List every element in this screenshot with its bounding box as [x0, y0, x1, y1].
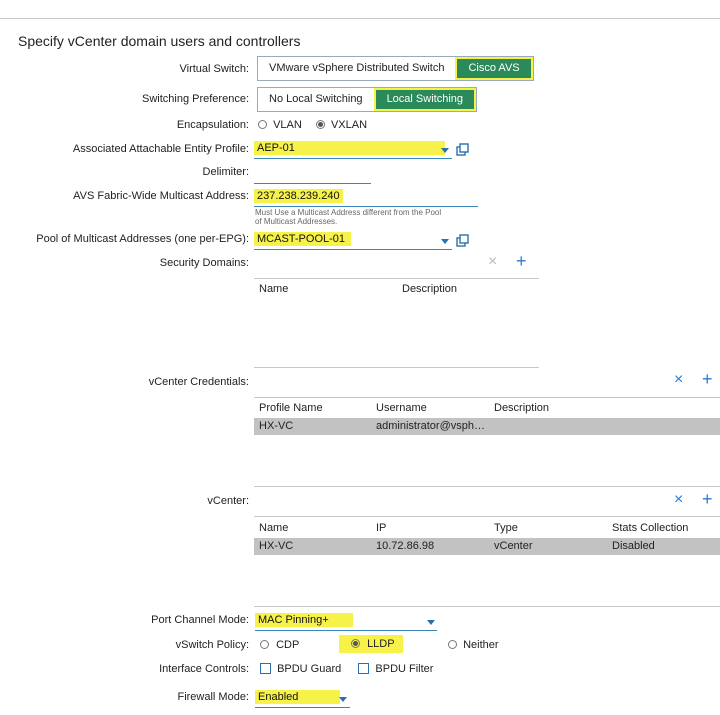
table-row[interactable]: HX-VC 10.72.86.98 vCenter Disabled [254, 538, 720, 555]
option-vmware-vds[interactable]: VMware vSphere Distributed Switch [258, 57, 456, 80]
cell-name: HX-VC [259, 540, 294, 552]
multicast-value: 237.238.239.240 [254, 189, 343, 203]
port-channel-select[interactable]: MAC Pinning+ [255, 610, 437, 631]
column-stats-collection[interactable]: Stats Collection [612, 522, 689, 534]
cell-type: vCenter [494, 540, 533, 552]
option-no-local-switching[interactable]: No Local Switching [258, 88, 374, 111]
column-name[interactable]: Name [259, 283, 289, 295]
bpdu-filter-label: BPDU Filter [375, 663, 434, 675]
aep-select[interactable]: AEP-01 [254, 138, 452, 159]
virtual-switch-label: Virtual Switch: [179, 63, 250, 75]
plus-icon[interactable]: + [702, 489, 713, 509]
column-type[interactable]: Type [494, 522, 518, 534]
port-channel-label: Port Channel Mode: [151, 614, 249, 626]
cell-stats: Disabled [612, 540, 655, 552]
delimiter-input[interactable] [254, 163, 371, 184]
close-icon[interactable]: × [674, 371, 684, 388]
chevron-down-icon [441, 239, 449, 244]
pool-label: Pool of Multicast Addresses (one per-EPG… [36, 233, 249, 245]
cell-ip: 10.72.86.98 [376, 540, 435, 552]
column-profile-name[interactable]: Profile Name [259, 402, 323, 414]
table-divider [254, 367, 539, 368]
multicast-input[interactable]: 237.238.239.240 [254, 186, 478, 207]
cell-username: administrator@vsph… [376, 420, 485, 432]
virtual-switch-toggle: VMware vSphere Distributed Switch Cisco … [257, 56, 534, 81]
plus-icon[interactable]: + [516, 251, 527, 271]
column-description[interactable]: Description [494, 402, 550, 414]
firewall-mode-value: Enabled [255, 690, 341, 704]
bpdu-guard-checkbox[interactable] [260, 663, 271, 674]
vswitch-policy-radios: CDP LLDP Neither [260, 635, 720, 653]
cdp-radio[interactable] [260, 640, 269, 649]
delimiter-label: Delimiter: [202, 166, 249, 178]
aep-value: AEP-01 [254, 141, 445, 155]
column-username[interactable]: Username [376, 402, 427, 414]
lldp-highlight: LLDP [339, 635, 403, 653]
multicast-hint-line2: of Multicast Addresses. [255, 217, 338, 226]
pool-value: MCAST-POOL-01 [254, 232, 352, 246]
table-row[interactable]: HX-VC administrator@vsph… [254, 418, 720, 435]
close-icon[interactable]: × [674, 491, 684, 508]
option-cisco-avs[interactable]: Cisco AVS [455, 57, 533, 80]
neither-option: Neither [448, 639, 499, 651]
table-divider [254, 516, 720, 517]
bpdu-filter-checkbox[interactable] [358, 663, 370, 674]
firewall-mode-label: Firewall Mode: [177, 691, 249, 703]
interface-controls-label: Interface Controls: [159, 663, 249, 675]
interface-controls: BPDU Guard BPDU Filter [260, 663, 433, 675]
column-ip[interactable]: IP [376, 522, 387, 534]
cdp-radio-label: CDP [276, 639, 300, 651]
aep-label: Associated Attachable Entity Profile: [72, 143, 249, 155]
column-description[interactable]: Description [402, 283, 458, 295]
firewall-mode-select[interactable]: Enabled [255, 687, 350, 708]
neither-radio[interactable] [448, 640, 457, 649]
vxlan-radio-label: VXLAN [330, 119, 368, 131]
security-domains-label: Security Domains: [159, 257, 249, 269]
lldp-radio-label: LLDP [367, 638, 395, 650]
table-divider [254, 486, 720, 487]
vcenter-credentials-label: vCenter Credentials: [148, 376, 249, 388]
chevron-down-icon [427, 620, 435, 625]
page-title: Specify vCenter domain users and control… [18, 33, 301, 49]
external-link-icon[interactable] [456, 143, 469, 156]
vlan-radio-label: VLAN [273, 119, 302, 131]
chevron-down-icon [441, 148, 449, 153]
external-link-icon[interactable] [456, 234, 469, 247]
column-name[interactable]: Name [259, 522, 289, 534]
bpdu-guard-label: BPDU Guard [277, 663, 342, 675]
table-divider [254, 606, 720, 607]
multicast-hint: Must Use a Multicast Address different f… [255, 208, 441, 226]
encapsulation-radios: VLAN VXLAN [258, 119, 367, 131]
switching-preference-label: Switching Preference: [142, 93, 249, 105]
vlan-radio[interactable] [258, 120, 267, 129]
neither-radio-label: Neither [463, 639, 499, 651]
chevron-down-icon [339, 697, 347, 702]
multicast-label: AVS Fabric-Wide Multicast Address: [73, 190, 249, 202]
option-local-switching[interactable]: Local Switching [373, 88, 476, 111]
pool-select[interactable]: MCAST-POOL-01 [254, 229, 452, 250]
vswitch-policy-label: vSwitch Policy: [175, 639, 249, 651]
lldp-radio[interactable] [351, 639, 360, 648]
switching-preference-toggle: No Local Switching Local Switching [257, 87, 477, 112]
port-channel-value: MAC Pinning+ [255, 613, 353, 627]
multicast-hint-line1: Must Use a Multicast Address different f… [255, 208, 442, 217]
vxlan-radio[interactable] [315, 120, 325, 129]
encapsulation-label: Encapsulation: [176, 119, 249, 131]
divider [0, 18, 720, 19]
vcenter-label: vCenter: [207, 495, 249, 507]
table-divider [254, 397, 720, 398]
close-icon: × [488, 253, 498, 270]
plus-icon[interactable]: + [702, 369, 713, 389]
table-divider [254, 278, 539, 279]
cell-profile: HX-VC [259, 420, 294, 432]
